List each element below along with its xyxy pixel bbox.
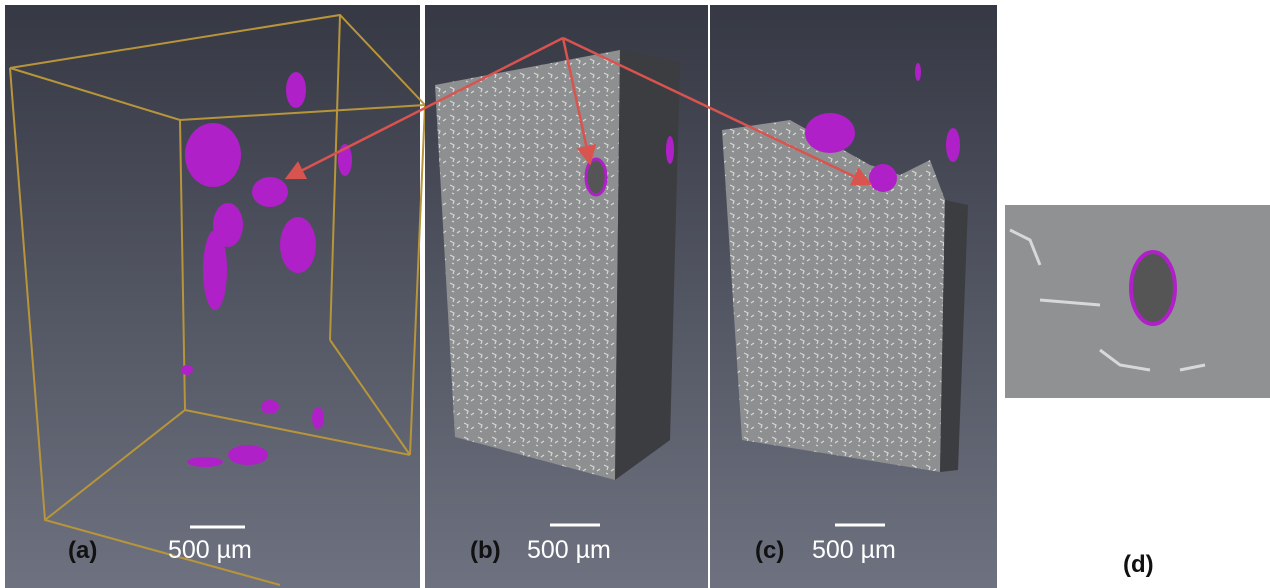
panel-label: (b) <box>470 537 501 564</box>
panel-label: (a) <box>68 537 97 564</box>
pore <box>666 136 674 164</box>
scale-label: 500 µm <box>812 536 896 564</box>
panel-label: (d) <box>1123 551 1154 578</box>
arrows <box>284 36 873 186</box>
sample-side <box>940 200 968 472</box>
pore <box>915 63 921 81</box>
scale-label: 500 µm <box>527 536 611 564</box>
pore <box>1129 250 1177 326</box>
pores <box>181 72 352 467</box>
panel-label: (c) <box>755 537 784 564</box>
texture <box>1009 228 1206 372</box>
pore <box>946 128 960 162</box>
sample-side <box>615 50 680 480</box>
panel-a: (a) 500 µm <box>5 5 428 588</box>
pore <box>805 113 855 153</box>
pore <box>869 164 897 192</box>
sample-face <box>435 50 620 480</box>
scale-label: 500 µm <box>168 536 252 564</box>
panel-d: (d) <box>1005 205 1270 578</box>
panel-c: (c) 500 µm <box>710 5 997 588</box>
pore <box>584 157 608 197</box>
panel-b: (b) 500 µm <box>425 5 708 588</box>
sample-face <box>722 120 945 472</box>
